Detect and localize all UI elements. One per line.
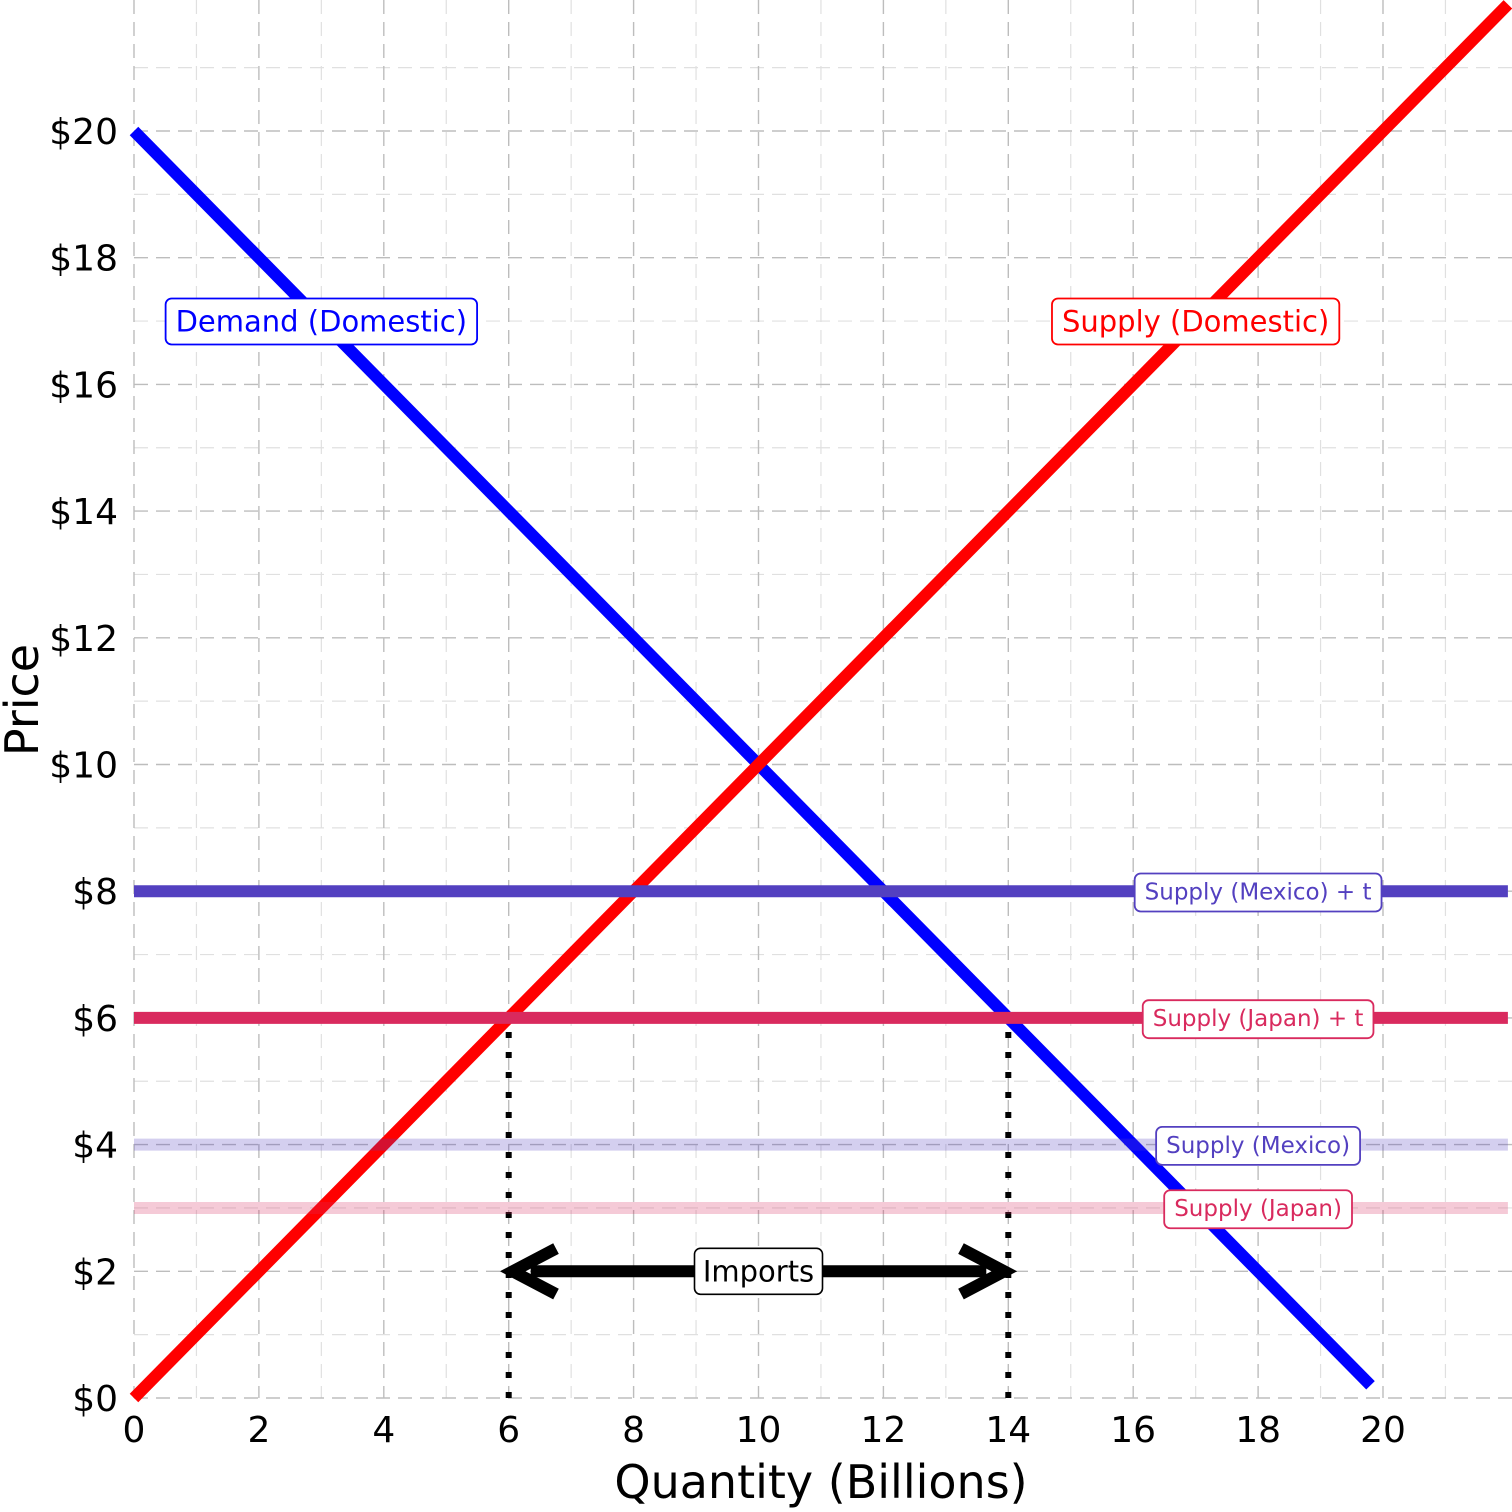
reference-lines bbox=[505, 1017, 1012, 1398]
x-axis-title: Quantity (Billions) bbox=[614, 1455, 1027, 1509]
x-tick-label: 8 bbox=[622, 1410, 645, 1451]
y-tick-label: $0 bbox=[72, 1379, 118, 1420]
series-label-text-2: Supply (Mexico) + t bbox=[1145, 879, 1372, 905]
y-axis-title: Price bbox=[0, 644, 49, 756]
x-tick-labels: 0 2 4 6 8 10 12 14 16 18 20 bbox=[123, 1410, 1406, 1451]
y-tick-label: $14 bbox=[49, 492, 118, 533]
series-label-box-4 bbox=[1155, 1125, 1361, 1166]
y-tick-label: $8 bbox=[72, 872, 118, 913]
x-tick-label: 0 bbox=[123, 1410, 146, 1451]
imports-arrow-head-right bbox=[958, 1243, 1018, 1300]
series-label-box-5 bbox=[1163, 1189, 1353, 1230]
series-label-text-5: Supply (Japan) bbox=[1174, 1196, 1342, 1222]
series-label-1: Supply (Domestic) bbox=[1051, 297, 1341, 346]
y-tick-label: $18 bbox=[49, 239, 118, 280]
x-tick-label: 6 bbox=[497, 1410, 520, 1451]
annotations: Imports bbox=[499, 1243, 1018, 1300]
series-line-1 bbox=[129, 0, 1512, 1403]
x-tick-label: 20 bbox=[1360, 1410, 1406, 1451]
x-tick-label: 4 bbox=[372, 1410, 395, 1451]
series-label-0: Demand (Domestic) bbox=[164, 297, 478, 346]
series-label-4: Supply (Mexico) bbox=[1155, 1125, 1361, 1166]
series-label-box-1 bbox=[1051, 297, 1341, 346]
y-tick-label: $10 bbox=[49, 746, 118, 787]
series-label-text-3: Supply (Japan) + t bbox=[1153, 1006, 1364, 1032]
series-label-3: Supply (Japan) + t bbox=[1141, 999, 1375, 1040]
series-label-5: Supply (Japan) bbox=[1163, 1189, 1353, 1230]
x-tick-label: 16 bbox=[1110, 1410, 1156, 1451]
series-label-box-0 bbox=[164, 297, 478, 346]
y-tick-label: $4 bbox=[72, 1126, 118, 1167]
y-tick-label: $12 bbox=[49, 619, 118, 660]
x-tick-label: 12 bbox=[860, 1410, 906, 1451]
y-tick-label: $16 bbox=[49, 365, 118, 406]
series-label-text-0: Demand (Domestic) bbox=[176, 304, 467, 338]
x-tick-label: 10 bbox=[736, 1410, 782, 1451]
x-tick-label: 18 bbox=[1235, 1410, 1281, 1451]
series-label-text-4: Supply (Mexico) bbox=[1166, 1133, 1350, 1159]
series-label-box-2 bbox=[1133, 872, 1383, 913]
y-tick-label: $2 bbox=[72, 1252, 118, 1293]
y-tick-labels: $0 $2 $4 $6 $8 $10 $12 $14 $16 $18 $20 bbox=[49, 112, 118, 1420]
y-tick-label: $20 bbox=[49, 112, 118, 153]
series-label-2: Supply (Mexico) + t bbox=[1133, 872, 1383, 913]
line-labels: Demand (Domestic) Supply (Domestic) Supply… bbox=[164, 297, 1383, 1230]
x-tick-label: 14 bbox=[985, 1410, 1031, 1451]
imports-label-box bbox=[693, 1247, 824, 1296]
series-label-box-3 bbox=[1141, 999, 1375, 1040]
imports-arrow-head-left bbox=[499, 1243, 559, 1300]
imports-label: Imports bbox=[703, 1254, 814, 1288]
series-label-text-1: Supply (Domestic) bbox=[1062, 304, 1329, 338]
x-tick-label: 2 bbox=[247, 1410, 270, 1451]
y-tick-label: $6 bbox=[72, 999, 118, 1040]
